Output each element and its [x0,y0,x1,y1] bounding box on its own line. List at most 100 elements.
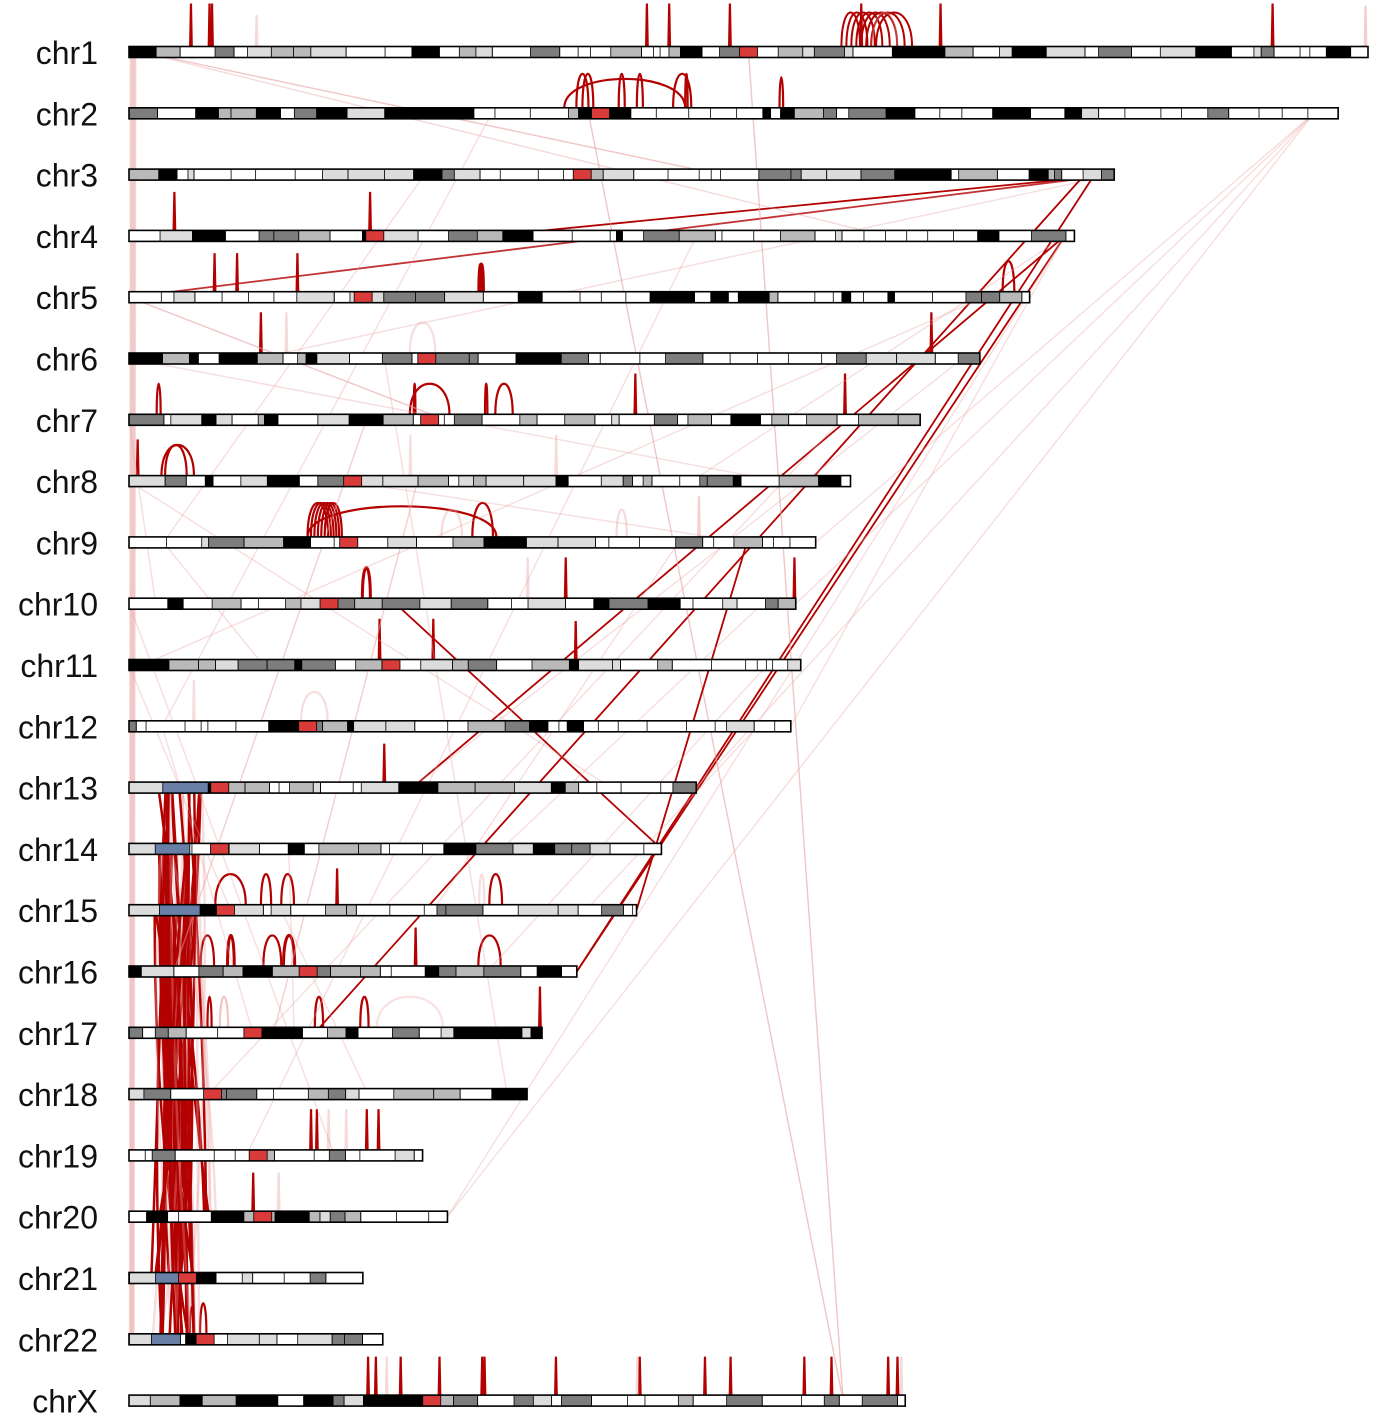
intra-chromosomal-arc [408,321,437,354]
heterochromatin-band [162,781,209,794]
cytoband [458,46,477,58]
cytoband [215,659,239,671]
centromere [420,413,440,426]
inter-chromosomal-link [128,51,131,1340]
cytoband [836,352,867,365]
intra-chromosomal-arc [938,3,943,47]
cytoband [981,291,1001,304]
cytoband [330,965,361,978]
chromosome-outline [128,229,1076,243]
chromosome-label: chrX [32,1384,98,1419]
intra-chromosomal-arc [320,502,341,537]
chromosome-outline [128,1333,384,1346]
cytoband [999,46,1013,58]
inter-chromosomal-link [272,480,419,1033]
cytoband [647,597,681,610]
cytoband [622,475,633,488]
intra-chromosomal-arc [408,434,413,476]
cytoband [347,720,355,733]
cytoband [322,168,349,181]
chromosome-chr15 [128,903,638,917]
cytoband [668,46,681,58]
cytoband [441,168,455,181]
inter-chromosomal-link [576,174,1096,972]
cytoband [155,46,181,58]
centromere [195,1333,215,1346]
cytoband [128,1394,151,1407]
intra-chromosomal-arc [870,11,906,47]
chromosome-body [129,291,1030,303]
cytoband [331,1333,345,1346]
centromere [248,1149,268,1162]
intra-chromosomal-arc [477,934,502,967]
cytoband [706,475,734,488]
cytoband [241,1272,254,1284]
cytoband [1101,168,1115,181]
cytoband [612,659,621,671]
cytoband [771,413,790,426]
inter-chromosomal-link [129,51,133,1340]
cytoband [672,781,697,794]
intra-chromosomal-arc [262,934,283,967]
cytoband [566,720,584,733]
intra-chromosomal-arc [477,262,485,292]
cytoband [198,659,216,671]
cytoband [992,107,1031,120]
chromosome-body [129,230,1075,242]
cytoband [475,843,514,855]
cytoband [453,1394,479,1407]
cytoband [346,904,357,917]
cytoband [412,107,442,120]
intra-chromosomal-arc [309,1109,313,1150]
cytoband [128,720,137,733]
cytoband [437,781,476,794]
cytoband [358,843,382,855]
intra-chromosomal-arc [860,11,891,47]
intra-chromosomal-arc [313,995,325,1028]
cytoband [557,904,579,917]
cytoband [564,781,580,794]
intra-chromosomal-arc [703,1356,707,1396]
cytoband [211,597,242,610]
intra-chromosomal-arc [637,1356,642,1396]
cytoband [274,1210,310,1223]
inter-chromosomal-link [160,910,180,1217]
intra-chromosomal-arc [198,1302,208,1334]
centromere [243,1026,263,1039]
cytoband [438,965,457,978]
inter-chromosomal-link [695,112,1315,789]
cytoband [865,352,898,365]
chromosome-outline [128,168,1116,181]
cytoband [777,597,797,610]
cytoband [732,475,742,488]
cytoband [1082,168,1102,181]
chromosome-outline [128,1271,364,1285]
cytoband [424,965,440,978]
cytoband [270,46,294,58]
intra-chromosomal-arc [326,1109,331,1150]
cytoband [450,597,489,610]
chromosome-label: chr15 [18,893,98,929]
intra-chromosomal-arc [368,191,372,231]
intra-chromosomal-arc [840,11,862,47]
cytoband [312,781,321,794]
cytoband [258,1333,278,1346]
cytoband [448,229,478,242]
chromosome-outline [128,842,663,856]
intra-chromosomal-arc [314,1109,319,1150]
cytoband [885,107,916,120]
centromere [178,1272,197,1284]
cytoband [149,1394,181,1407]
cytoband [384,107,414,120]
cytoband [806,413,838,426]
cytoband [1045,46,1086,58]
cytoband [848,107,887,120]
chromosome-label: chr3 [36,158,98,194]
cytoband [957,352,981,365]
cytoband [413,168,443,181]
chromosome-body [129,904,637,916]
cytoband [264,413,279,426]
cytoband [550,781,566,794]
cytoband [551,352,562,365]
intra-chromosomal-arc [155,382,162,415]
